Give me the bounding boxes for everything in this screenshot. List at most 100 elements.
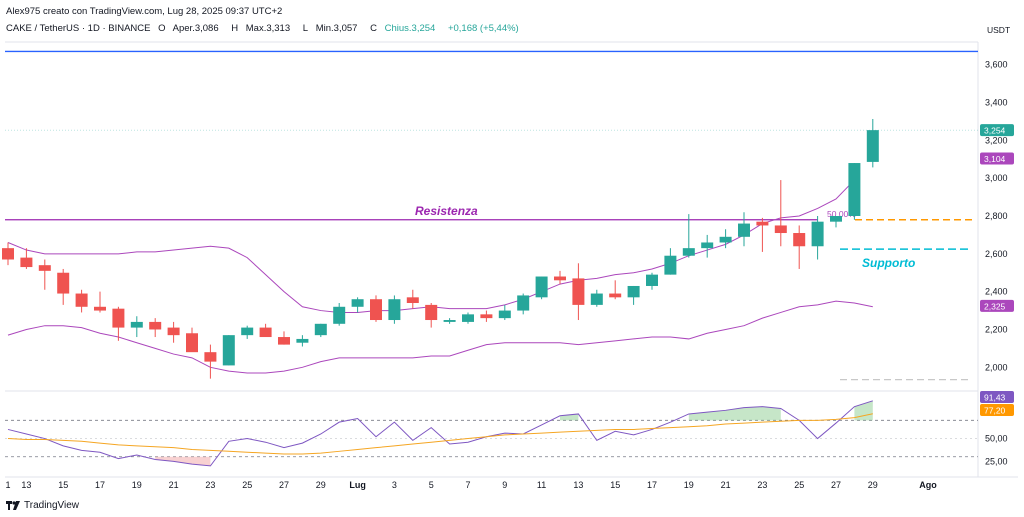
rsi-line: [7, 400, 873, 467]
time-tick-label: 7: [465, 480, 470, 490]
candle-body: [351, 299, 364, 307]
candle-body: [462, 314, 474, 322]
candle-body: [719, 236, 732, 243]
candle-body: [241, 327, 254, 336]
candle-body: [646, 274, 658, 286]
candle-body: [830, 216, 842, 222]
time-tick-label: 25: [242, 480, 252, 490]
candle-body: [222, 335, 235, 366]
fib-50-label: 50,00%: [827, 209, 856, 219]
candle-body: [811, 221, 824, 247]
candle-body: [75, 293, 88, 307]
candle-body: [296, 338, 309, 343]
rsi-tick-label: 25,00: [985, 456, 1008, 466]
price-tick-label: 2,200: [985, 324, 1008, 334]
close-value: C Chius.3,254: [370, 23, 436, 34]
rsi-badge-label: 91,43: [984, 393, 1006, 403]
candle-body: [609, 293, 622, 298]
time-tick-label: 29: [316, 480, 326, 490]
time-tick-label: 19: [684, 480, 694, 490]
candle-body: [498, 310, 511, 319]
price-badge: [980, 299, 1014, 312]
candle-body: [2, 248, 14, 260]
candle-body: [443, 320, 456, 322]
time-tick-label: 3: [392, 480, 397, 490]
time-tick-label: 23: [205, 480, 215, 490]
rsi-oversold-fill: [155, 456, 211, 466]
price-tick-label: 2,600: [985, 249, 1008, 259]
candle-body: [38, 265, 51, 271]
candle-body: [204, 352, 217, 362]
currency-label: USDT: [987, 25, 1010, 35]
time-tick-label: 13: [21, 480, 31, 490]
price-badge-label: 3,104: [984, 154, 1006, 164]
price-tick-label: 2,000: [985, 362, 1008, 372]
time-tick-label: Lug: [349, 480, 366, 490]
candle-body: [793, 233, 806, 247]
time-tick-label: 9: [502, 480, 507, 490]
candle-body: [756, 221, 769, 226]
price-tick-label: 3,400: [985, 98, 1008, 108]
bollinger-lower: [7, 300, 873, 374]
time-tick-label: 19: [132, 480, 142, 490]
candle-body: [333, 306, 346, 324]
rsi-overbought-fill: [688, 406, 781, 421]
candle-body: [278, 337, 290, 345]
candle-body: [370, 299, 382, 321]
bollinger-upper: [7, 179, 855, 313]
tradingview-logo[interactable]: TradingView: [6, 500, 79, 511]
open-value: O Aper.3,086: [158, 23, 219, 34]
rsi-tick-label: 50,00: [985, 434, 1008, 444]
time-tick-label: 21: [721, 480, 731, 490]
candle-body: [259, 327, 272, 338]
low-value: L Min.3,057: [302, 23, 358, 34]
time-tick-label: 17: [95, 480, 105, 490]
time-tick-label: 27: [831, 480, 841, 490]
candle-body: [738, 223, 750, 237]
candle-body: [186, 333, 198, 353]
candle-body: [406, 297, 419, 303]
candle-body: [130, 321, 143, 328]
price-badge: [980, 152, 1014, 165]
time-tick-label: 29: [868, 480, 878, 490]
candle-body: [388, 299, 401, 321]
time-tick-label: 15: [610, 480, 620, 490]
price-tick-label: 3,600: [985, 60, 1008, 70]
candle-body: [848, 163, 861, 216]
time-tick-label: Ago: [919, 480, 937, 490]
candle-body: [112, 308, 125, 328]
candle-body: [554, 276, 566, 281]
candle-body: [517, 295, 530, 311]
candle-body: [94, 306, 106, 311]
price-tick-label: 3,000: [985, 173, 1008, 183]
price-badge-label: 2,325: [984, 301, 1006, 311]
candle-body: [701, 242, 714, 249]
candle-body: [480, 314, 493, 319]
candle-body: [20, 257, 33, 268]
rsi-badge: [980, 391, 1014, 403]
candle-body: [572, 278, 585, 305]
candle-body: [425, 304, 438, 321]
time-tick-label: 15: [58, 480, 68, 490]
candle-body: [627, 285, 640, 298]
price-tick-label: 2,800: [985, 211, 1008, 221]
rsi-badge: [980, 404, 1014, 416]
candle-body: [774, 225, 787, 234]
time-tick-label: 17: [647, 480, 657, 490]
symbol-label[interactable]: CAKE / TetherUS · 1D · BINANCE: [6, 23, 151, 34]
time-tick-label: 11: [537, 480, 546, 490]
time-tick-label: 1: [5, 480, 10, 490]
rsi-ma-line: [7, 413, 873, 455]
high-value: H Max.3,313: [231, 23, 291, 34]
resistance-label: Resistenza: [415, 204, 478, 218]
tradingview-icon: [6, 501, 20, 510]
price-tick-label: 3,200: [985, 135, 1008, 145]
time-tick-label: 25: [794, 480, 804, 490]
support-label: Supporto: [862, 256, 915, 270]
time-tick-label: 5: [429, 480, 434, 490]
candle-body: [866, 130, 879, 162]
candle-body: [535, 276, 548, 298]
candle-body: [57, 272, 70, 294]
candle-body: [682, 248, 695, 256]
